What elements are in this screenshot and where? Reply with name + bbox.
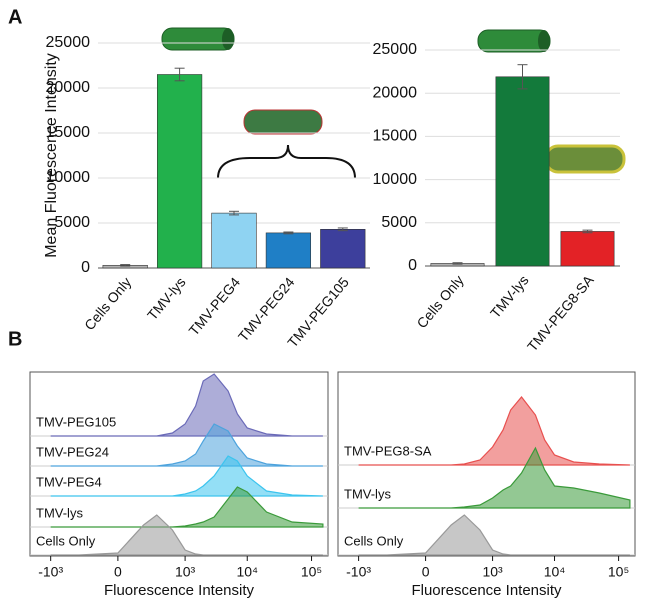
y-tick-label: 5000 [54, 214, 90, 231]
histogram [50, 373, 323, 437]
x-tick-label: TMV-PEG4 [185, 274, 243, 339]
error-bar [337, 227, 348, 232]
x-tick-label: 10⁵ [608, 564, 629, 580]
histogram [50, 486, 324, 528]
error-bar [174, 67, 185, 82]
panel-label: B [8, 328, 22, 350]
plot-frame [29, 371, 329, 557]
x-tick-label: 0 [422, 564, 430, 580]
x-tick-label: TMV-lys [487, 272, 532, 321]
bar [211, 212, 257, 269]
plot-frame [337, 371, 636, 557]
x-tick-label: 10³ [482, 564, 503, 580]
y-tick-label: 20000 [373, 84, 418, 101]
y-tick-label: 0 [81, 259, 90, 276]
bar [265, 232, 312, 269]
x-tick-label: 10⁴ [236, 564, 258, 580]
error-bar [120, 264, 131, 267]
histogram [358, 446, 631, 509]
y-tick-label: 25000 [46, 34, 91, 51]
histogram [358, 514, 630, 556]
y-axis-label: Mean Fluorescence Intensity [43, 53, 60, 258]
tmv-illustration [161, 27, 626, 179]
y-tick-label: 5000 [381, 214, 417, 231]
series-label: TMV-PEG24 [36, 444, 109, 459]
error-bar [452, 262, 463, 265]
histogram [50, 514, 323, 556]
bar [495, 76, 550, 267]
bar [320, 229, 366, 269]
x-tick-label: 10⁵ [301, 564, 322, 580]
error-bar [229, 210, 239, 216]
series-label: Cells Only [36, 533, 96, 548]
y-tick-label: 20000 [46, 79, 91, 96]
y-tick-label: 15000 [373, 128, 418, 145]
error-bar [517, 64, 528, 90]
series-label: TMV-PEG4 [36, 474, 102, 489]
panel-label: A [8, 6, 22, 28]
error-bar [283, 231, 294, 235]
x-tick-label: -10³ [346, 564, 371, 580]
x-tick-label: TMV-lys [144, 274, 189, 323]
series-label: TMV-PEG105 [36, 414, 116, 429]
series-label: TMV-lys [344, 486, 391, 501]
bar [156, 74, 203, 269]
y-tick-label: 15000 [46, 124, 91, 141]
x-tick-label: TMV-PEG8-SA [524, 272, 597, 355]
series-label: TMV-lys [36, 505, 83, 520]
x-tick-label: Cells Only [81, 274, 134, 333]
x-tick-label: Cells Only [413, 272, 466, 331]
x-tick-label: 10⁴ [544, 564, 566, 580]
y-tick-label: 10000 [373, 171, 418, 188]
histogram [50, 455, 323, 497]
histogram [358, 396, 630, 466]
y-tick-label: 0 [408, 257, 417, 274]
y-tick-label: 25000 [373, 41, 418, 58]
histogram [50, 423, 323, 467]
x-tick-label: -10³ [38, 564, 63, 580]
x-axis-label: Fluorescence Intensity [104, 582, 255, 599]
x-tick-label: 10³ [175, 564, 196, 580]
x-tick-label: 0 [114, 564, 122, 580]
bar [560, 231, 615, 267]
x-axis-label: Fluorescence Intensity [411, 582, 562, 599]
series-label: TMV-PEG8-SA [344, 443, 432, 458]
error-bar [582, 229, 593, 234]
y-tick-label: 10000 [46, 169, 91, 186]
series-label: Cells Only [344, 533, 404, 548]
